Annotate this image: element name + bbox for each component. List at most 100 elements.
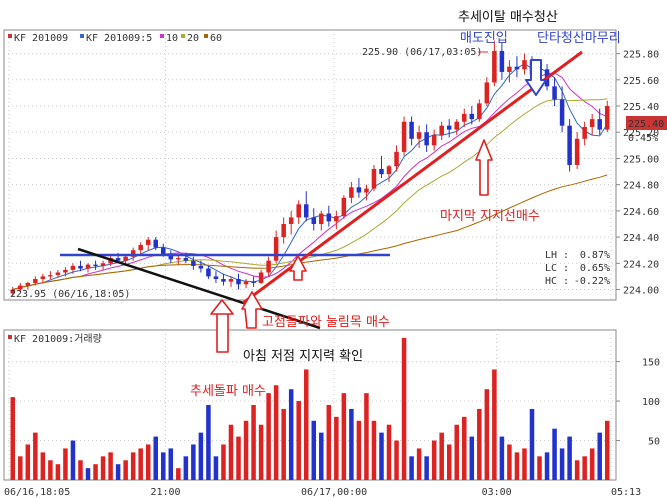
volume-bar — [100, 456, 106, 480]
volume-bar — [55, 464, 61, 480]
candle-body — [168, 254, 174, 260]
volume-bar — [123, 460, 128, 480]
volume-bar — [522, 448, 527, 480]
volume-bar — [258, 424, 264, 480]
legend-swatch-ma60 — [204, 34, 208, 38]
candle-body — [273, 237, 279, 261]
candle-body — [243, 281, 249, 285]
candle-body — [311, 217, 317, 224]
price-tick-label: 224.80 — [623, 181, 659, 192]
moving-average-lines — [12, 63, 608, 290]
volume-bar — [469, 436, 475, 480]
candle-body — [123, 256, 128, 261]
volume-bar — [334, 416, 339, 480]
time-axis: 06/16,18:05 21:00 06/17,00:00 03:00 05:13 — [4, 487, 641, 498]
time-tick-label: 06/16,18:05 — [4, 487, 70, 498]
volume-bar — [431, 440, 437, 480]
candle-body — [439, 125, 444, 135]
volume-bar — [409, 456, 414, 480]
candle-body — [183, 258, 189, 261]
candle-body — [364, 188, 369, 193]
candle-body — [454, 121, 459, 130]
volume-bar — [416, 448, 422, 480]
volume-bar — [401, 337, 407, 480]
time-tick-label: 21:00 — [150, 487, 180, 498]
candle-body — [100, 263, 106, 266]
candle-body — [597, 119, 602, 130]
price-tick-label: 224.60 — [623, 207, 659, 218]
volume-bar — [341, 393, 347, 480]
volume-bar — [115, 464, 121, 480]
volume-bar — [597, 432, 602, 480]
time-tick-label: 03:00 — [482, 487, 512, 498]
candle-body — [356, 187, 362, 193]
downtrend-line — [77, 247, 321, 330]
candle-body — [341, 197, 347, 217]
volume-bar — [514, 452, 520, 480]
volume-bar — [371, 420, 377, 480]
stat-hc-value: -0.22% — [574, 276, 610, 287]
volume-axis: 150 100 50 — [616, 358, 660, 448]
volume-bar — [153, 436, 158, 480]
candle-body — [296, 204, 301, 218]
candle-body — [221, 279, 226, 282]
volume-bar — [281, 408, 286, 480]
candle-body — [93, 264, 98, 266]
candle-body — [349, 187, 354, 198]
volume-tick-label: 50 — [648, 437, 660, 448]
volume-bar — [379, 432, 384, 480]
volume-bar — [537, 456, 542, 480]
volume-bar — [567, 436, 572, 480]
candle-body — [604, 106, 610, 130]
price-tick-label: 224.00 — [623, 286, 659, 297]
legend-symbol: KF 201009 — [14, 33, 68, 44]
volume-bar — [507, 444, 512, 480]
volume-bar — [394, 440, 399, 480]
candle-body — [191, 260, 196, 266]
annotation-trend-break: 추세돌파 매수 — [190, 384, 266, 399]
volume-bar — [183, 456, 189, 480]
candle-body — [228, 279, 234, 282]
candle-body — [153, 239, 158, 248]
candle-body — [55, 272, 61, 276]
candle-body — [371, 168, 377, 189]
volume-bar — [78, 460, 83, 480]
legend-ma-60: 60 — [210, 33, 222, 44]
current-change: 0.45% — [628, 133, 658, 144]
volume-bar — [288, 389, 294, 480]
trend-break-arrow — [210, 299, 234, 353]
candle-body — [130, 250, 136, 257]
candle-body — [326, 213, 332, 222]
volume-bar — [326, 405, 332, 480]
volume-bar — [364, 393, 369, 480]
candle-body — [213, 276, 219, 280]
candle-body — [492, 50, 497, 83]
candle-body — [18, 285, 23, 290]
volume-bar — [191, 444, 196, 480]
volume-bar — [108, 452, 113, 480]
price-tick-label: 225.20 — [623, 128, 659, 139]
candle-body — [258, 272, 264, 283]
candle-body — [507, 66, 512, 72]
volume-bar — [206, 405, 211, 480]
candle-body — [206, 268, 211, 277]
price-axis: 225.80 225.60 225.40 225.20 225.00 224.80 224.… — [616, 50, 659, 297]
candle-body — [145, 239, 151, 245]
annotation-scalp-close: 단타청산마무리 — [537, 31, 621, 46]
volume-bar — [93, 464, 98, 480]
stat-lc-value: 0.65% — [580, 263, 610, 274]
volume-bar — [85, 468, 91, 480]
breakout-arrow-2 — [289, 255, 307, 281]
candle-body — [70, 265, 76, 270]
time-tick-label: 05:13 — [611, 487, 641, 498]
candle-body — [379, 168, 384, 175]
legend-ma-20: 20 — [187, 33, 199, 44]
breakout-arrow-1 — [241, 291, 263, 329]
price-tick-label: 224.20 — [623, 259, 659, 270]
candle-body — [40, 276, 46, 280]
candle-body — [10, 289, 16, 294]
volume-bar — [582, 456, 587, 480]
candle-body — [477, 103, 482, 120]
